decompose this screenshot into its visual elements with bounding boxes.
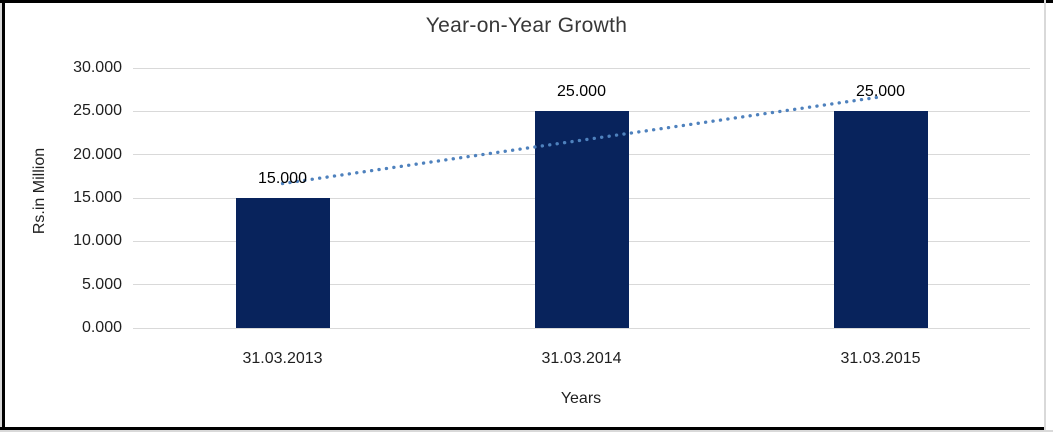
- x-category-label: 31.03.2013: [242, 350, 323, 367]
- bar-value-label: 15.000: [258, 170, 307, 187]
- left-edge-line: [0, 0, 2, 432]
- y-tick-label: 5.000: [81, 275, 122, 293]
- y-tick-label: 20.000: [73, 145, 122, 163]
- chart-border-left: [2, 0, 5, 430]
- y-tick-label: 0.000: [81, 319, 122, 336]
- x-axis-title: Years: [560, 390, 602, 407]
- bar-value-label: 25.000: [856, 83, 905, 101]
- gridline: [133, 327, 1030, 329]
- gridline: [133, 67, 1030, 69]
- x-category-label: 31.03.2014: [541, 350, 622, 367]
- y-tick-label: 10.000: [73, 232, 122, 250]
- chart-border-top: [0, 0, 1053, 3]
- bar: [235, 198, 330, 328]
- x-category-label: 31.03.2015: [840, 350, 921, 367]
- bar: [833, 111, 928, 328]
- bar: [534, 111, 629, 328]
- bar-value-label: 25.000: [557, 83, 606, 101]
- chart-border-bottom: [0, 427, 1045, 430]
- y-tick-label: 30.000: [73, 59, 122, 76]
- bottom-edge-line: [0, 430, 1053, 432]
- y-tick-label: 15.000: [73, 189, 122, 206]
- right-edge-line: [1044, 0, 1046, 432]
- chart-title: Year-on-Year Growth: [425, 14, 628, 37]
- y-tick-label: 25.000: [73, 102, 122, 120]
